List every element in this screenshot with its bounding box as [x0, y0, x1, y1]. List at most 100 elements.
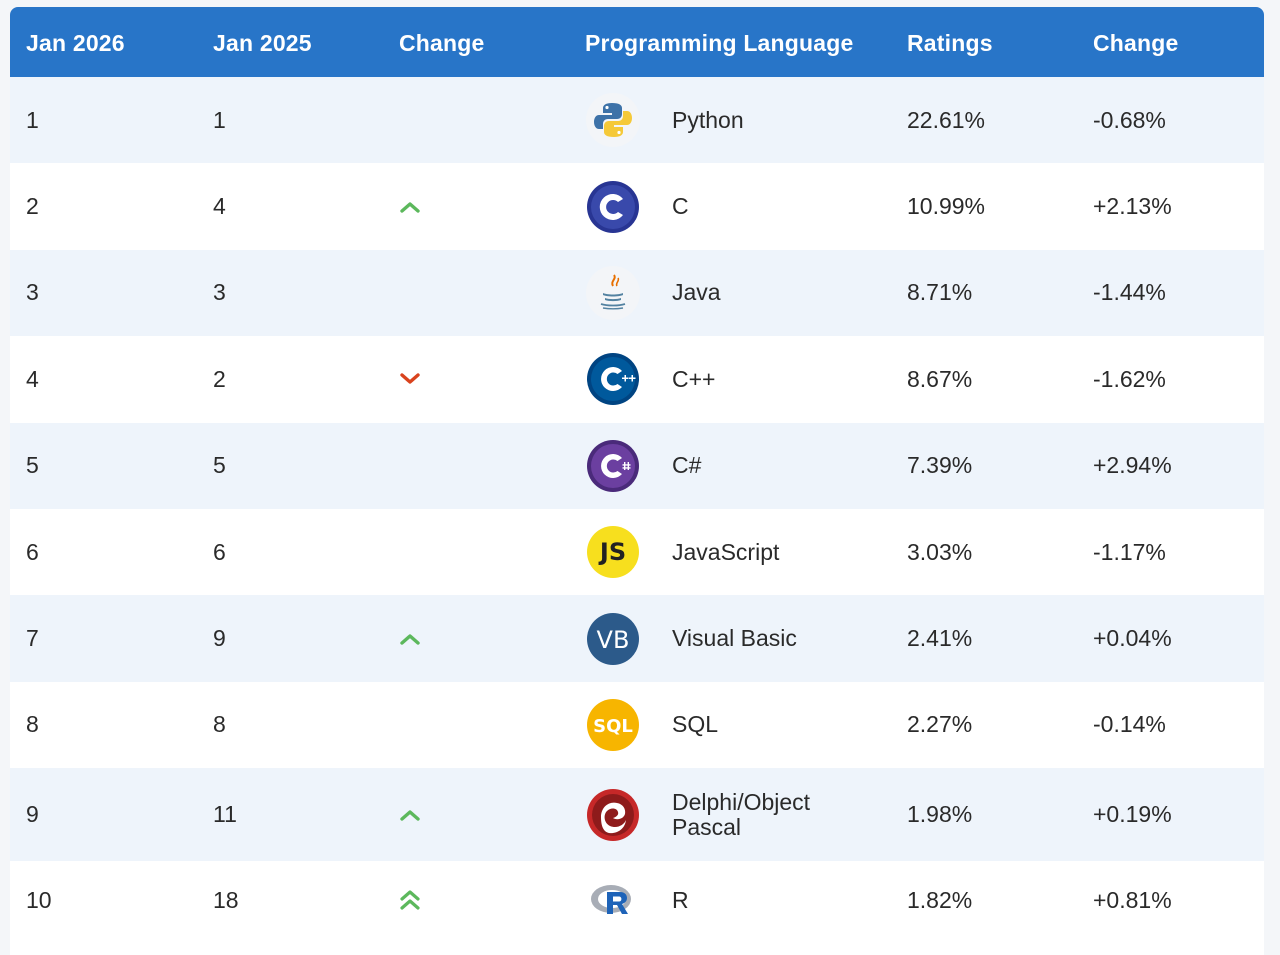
trend-cell — [399, 861, 421, 939]
trend-cell — [399, 595, 421, 681]
rating-value: 22.61% — [907, 106, 986, 133]
rating-value: 8.71% — [907, 279, 973, 306]
tiobe-ranking-table: Jan 2026 Jan 2025 Change Programming Lan… — [10, 7, 1264, 955]
language-name: Java — [672, 279, 721, 306]
language-logo-cell — [585, 336, 641, 422]
c-icon — [585, 179, 641, 235]
table-row[interactable]: 6 6 JS JavaScript 3.03% -1.17% — [10, 508, 1264, 596]
rank-jan-2026: 9 — [26, 801, 39, 828]
language-logo-cell: SQL — [585, 682, 641, 768]
trend-down-icon — [399, 368, 421, 390]
rating-value: 8.67% — [907, 365, 973, 392]
table-row[interactable]: 9 11 Delphi/Object Pascal 1.98% +0.19% — [10, 768, 1264, 862]
rating-value: 2.41% — [907, 625, 973, 652]
header-jan-2026[interactable]: Jan 2026 — [26, 30, 125, 56]
table-row[interactable]: 10 18 R 1.82% +0.81% — [10, 861, 1264, 940]
header-jan-2025[interactable]: Jan 2025 — [213, 30, 312, 56]
trend-up-icon — [399, 196, 421, 218]
java-icon — [585, 265, 641, 321]
rating-value: 10.99% — [907, 193, 986, 220]
table-row[interactable]: 8 8 SQL SQL 2.27% -0.14% — [10, 681, 1264, 769]
language-logo-cell — [585, 423, 641, 509]
table-row[interactable]: 7 9 VB Visual Basic 2.41% +0.04% — [10, 595, 1264, 682]
rank-jan-2026: 10 — [26, 886, 52, 913]
trend-double-up-icon — [399, 887, 421, 913]
rating-change: -1.17% — [1093, 538, 1166, 565]
language-name: SQL — [672, 711, 719, 738]
rating-change: +0.19% — [1093, 801, 1172, 828]
trend-cell — [399, 768, 421, 861]
language-logo-cell: JS — [585, 509, 641, 595]
language-logo-cell — [585, 768, 641, 861]
rank-jan-2025: 5 — [213, 452, 226, 479]
rank-jan-2025: 3 — [213, 279, 226, 306]
table-row[interactable]: 1 1 Python 22.61% -0.68% — [10, 77, 1264, 164]
language-logo-cell: VB — [585, 595, 641, 681]
language-name: Python — [672, 106, 744, 133]
visual-basic-icon: VB — [585, 611, 641, 667]
delphi-icon — [585, 787, 641, 843]
rating-change: +0.81% — [1093, 886, 1172, 913]
rank-jan-2026: 6 — [26, 538, 39, 565]
language-name: C — [672, 193, 689, 220]
vb-logo-text: VB — [597, 626, 630, 654]
rating-value: 7.39% — [907, 452, 973, 479]
trend-cell — [399, 163, 421, 249]
rating-value: 3.03% — [907, 538, 973, 565]
rating-value: 1.82% — [907, 886, 973, 913]
js-logo-text: JS — [598, 538, 626, 566]
language-name: Visual Basic — [672, 625, 797, 652]
rating-change: -1.44% — [1093, 279, 1166, 306]
rank-jan-2025: 6 — [213, 538, 226, 565]
rating-change: +2.13% — [1093, 193, 1172, 220]
rank-jan-2026: 7 — [26, 625, 39, 652]
language-name: Delphi/Object Pascal — [672, 788, 811, 840]
rating-value: 2.27% — [907, 711, 973, 738]
r-icon — [585, 872, 641, 928]
table-row[interactable]: 4 2 C++ 8.67% -1.62% — [10, 336, 1264, 423]
rank-jan-2025: 18 — [213, 886, 239, 913]
header-change[interactable]: Change — [399, 30, 485, 56]
trend-up-icon — [399, 628, 421, 650]
trend-up-icon — [399, 804, 421, 826]
rank-jan-2026: 3 — [26, 279, 39, 306]
table-row[interactable]: 2 4 C 10.99% +2.13% — [10, 163, 1264, 250]
rank-jan-2026: 8 — [26, 711, 39, 738]
language-name: JavaScript — [672, 538, 780, 565]
rank-jan-2026: 1 — [26, 106, 39, 133]
header-ratings[interactable]: Ratings — [907, 30, 993, 56]
rank-jan-2025: 9 — [213, 625, 226, 652]
language-logo-cell — [585, 861, 641, 939]
rank-jan-2025: 4 — [213, 193, 226, 220]
rank-jan-2025: 11 — [213, 801, 237, 828]
language-name: C# — [672, 452, 702, 479]
rank-jan-2026: 2 — [26, 193, 39, 220]
rating-change: +0.04% — [1093, 625, 1172, 652]
rank-jan-2025: 8 — [213, 711, 226, 738]
csharp-icon — [585, 438, 641, 494]
rank-jan-2025: 2 — [213, 365, 226, 392]
sql-icon: SQL — [585, 697, 641, 753]
rating-change: +2.94% — [1093, 452, 1172, 479]
rank-jan-2026: 4 — [26, 365, 39, 392]
table-row[interactable]: 5 5 C# 7.39% +2.94% — [10, 422, 1264, 509]
table-header: Jan 2026 Jan 2025 Change Programming Lan… — [10, 7, 1264, 77]
language-name: R — [672, 886, 689, 913]
header-programming-language[interactable]: Programming Language — [585, 30, 854, 56]
python-icon — [585, 92, 641, 148]
javascript-icon: JS — [585, 524, 641, 580]
rating-change: -0.68% — [1093, 106, 1166, 133]
table-body: 1 1 Python 22.61% -0.68% 2 4 C 10.99% +2.13% 3 3 Jav… — [10, 77, 1264, 940]
rank-jan-2025: 1 — [213, 106, 226, 133]
language-logo-cell — [585, 163, 641, 249]
language-logo-cell — [585, 250, 641, 336]
sql-logo-text: SQL — [593, 716, 633, 737]
rating-change: -0.14% — [1093, 711, 1166, 738]
table-row[interactable]: 3 3 Java 8.71% -1.44% — [10, 249, 1264, 337]
header-change-percent[interactable]: Change — [1093, 30, 1179, 56]
language-logo-cell — [585, 77, 641, 163]
language-name: C++ — [672, 365, 716, 392]
rank-jan-2026: 5 — [26, 452, 39, 479]
rating-value: 1.98% — [907, 801, 973, 828]
cpp-icon — [585, 351, 641, 407]
